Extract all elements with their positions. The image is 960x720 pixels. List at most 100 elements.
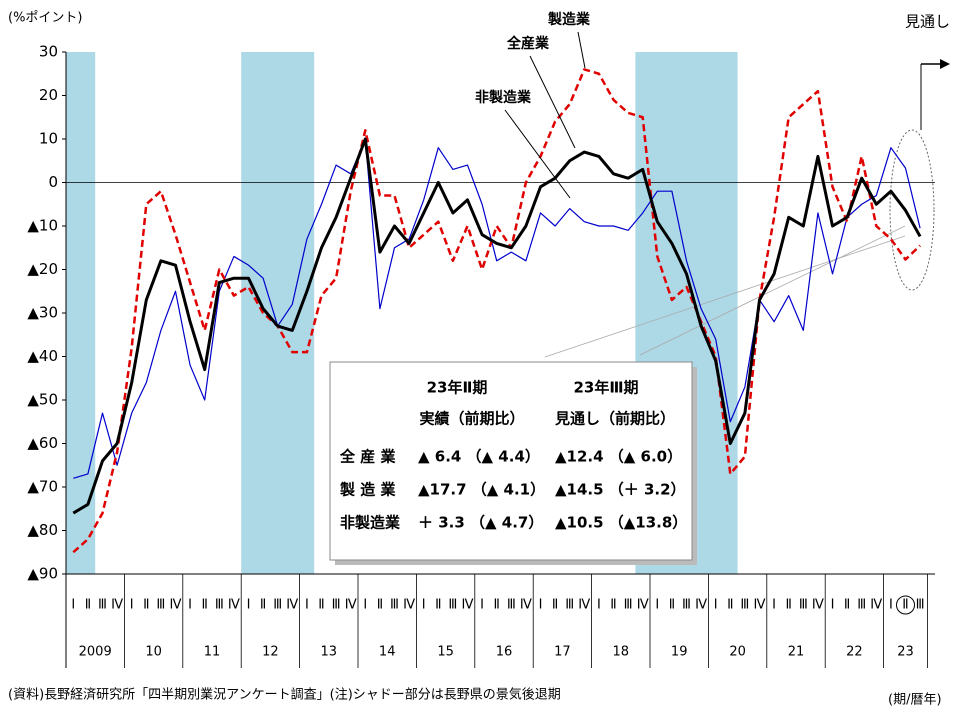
x-tick-label: Ⅳ [812,598,824,613]
y-tick-label: ▲30 [27,304,58,322]
year-label: 15 [437,645,454,660]
x-tick-label: Ⅰ [714,598,718,613]
year-label: 14 [379,645,396,660]
table-cell: ＋ 3.3 （▲ 4.7） [418,514,543,532]
y-unit-label: (%ポイント) [8,11,83,26]
table-cell: ▲10.5 （▲13.8） [555,514,687,532]
x-tick-label: Ⅱ [552,598,558,613]
x-tick-label: Ⅳ [111,598,123,613]
table-cell: 全 産 業 [339,448,396,466]
x-tick-label: Ⅱ [318,598,324,613]
x-tick-label: Ⅳ [462,598,474,613]
x-tick-label: Ⅰ [130,598,134,613]
table-cell: ▲14.5 （＋ 3.2） [555,481,686,499]
table-cell: 非製造業 [340,514,401,532]
y-tick-label: 0 [48,173,58,191]
year-label: 2009 [79,645,112,660]
y-tick-label: ▲80 [27,521,58,539]
x-tick-label: Ⅲ [799,598,808,613]
x-tick-label: Ⅱ [493,598,499,613]
year-label: 21 [788,645,805,660]
x-tick-label: Ⅲ [682,598,691,613]
x-tick-label: Ⅲ [448,598,457,613]
x-tick-label: Ⅲ [565,598,574,613]
series-label: 全産業 [506,35,550,52]
x-tick-label: Ⅲ [156,598,165,613]
x-tick-label: Ⅲ [740,598,749,613]
x-tick-label: Ⅰ [597,598,601,613]
x-tick-label: Ⅳ [345,598,357,613]
year-label: 12 [262,645,279,660]
x-tick-label: Ⅲ [273,598,282,613]
x-tick-label: Ⅲ [390,598,399,613]
table-header: 23年Ⅲ期 [573,379,638,397]
x-tick-label: Ⅳ [870,598,882,613]
x-tick-label: Ⅲ [215,598,224,613]
y-tick-label: ▲90 [27,565,58,583]
x-tick-label: Ⅲ [507,598,516,613]
year-label: 17 [554,645,571,660]
x-tick-label: Ⅳ [403,598,415,613]
x-tick-label: Ⅲ [916,598,925,613]
x-tick-label: Ⅱ [610,598,616,613]
table-subheader: 実績（前期比） [419,410,524,428]
forecast-ellipse [889,129,935,291]
x-tick-label: Ⅳ [754,598,766,613]
year-label: 19 [671,645,688,660]
x-tick-label: Ⅳ [170,598,182,613]
x-tick-label: Ⅱ [143,598,149,613]
x-tick-label: Ⅱ [785,598,791,613]
recession-shade [241,52,315,574]
series-pointer [504,109,571,199]
x-tick-label: Ⅳ [520,598,532,613]
x-tick-label: Ⅱ [201,598,207,613]
x-tick-label: Ⅰ [305,598,309,613]
x-tick-label: Ⅰ [539,598,543,613]
series-pointer [577,31,586,69]
x-tick-label: Ⅰ [363,598,367,613]
y-tick-label: 10 [39,130,58,148]
x-unit-label: (期/暦年) [888,693,942,708]
x-tick-label: Ⅳ [637,598,649,613]
x-tick-label: Ⅰ [772,598,776,613]
footnote: (資料)長野経済研究所「四半期別業況アンケート調査」(注)シャドー部分は長野県の… [8,687,561,703]
y-tick-label: ▲40 [27,347,58,365]
year-label: 16 [496,645,513,660]
y-tick-label: ▲50 [27,391,58,409]
x-tick-label: Ⅱ [85,598,91,613]
x-tick-label: Ⅰ [889,598,893,613]
y-tick-label: 20 [39,86,58,104]
x-tick-label: Ⅱ [435,598,441,613]
y-tick-label: ▲70 [27,478,58,496]
y-tick-label: ▲60 [27,434,58,452]
table-header: 23年Ⅱ期 [427,379,488,397]
table-cell: ▲17.7 （▲ 4.1） [418,481,545,499]
x-tick-label: Ⅰ [480,598,484,613]
y-tick-label: 30 [39,43,58,61]
forecast-label: 見通し [905,13,950,31]
series-label: 非製造業 [475,89,532,106]
x-tick-label: Ⅱ [727,598,733,613]
series-line [72,137,922,515]
x-tick-label: Ⅲ [857,598,866,613]
x-tick-label: Ⅱ [260,598,266,613]
year-label: 22 [846,645,863,660]
x-tick-label: Ⅰ [422,598,426,613]
year-label: 11 [204,645,221,660]
x-tick-label: Ⅲ [98,598,107,613]
year-label: 13 [321,645,338,660]
year-label: 18 [613,645,630,660]
y-tick-label: ▲20 [27,260,58,278]
x-tick-label: Ⅳ [286,598,298,613]
y-tick-label: ▲10 [27,217,58,235]
x-tick-label: Ⅱ [844,598,850,613]
recession-shade [66,52,96,574]
series-label: 製造業 [547,11,591,28]
x-tick-label: Ⅰ [247,598,251,613]
year-label: 20 [729,645,746,660]
x-tick-label: Ⅲ [624,598,633,613]
table-cell: 製 造 業 [339,481,396,499]
series-line [73,138,921,479]
connector [639,225,906,356]
